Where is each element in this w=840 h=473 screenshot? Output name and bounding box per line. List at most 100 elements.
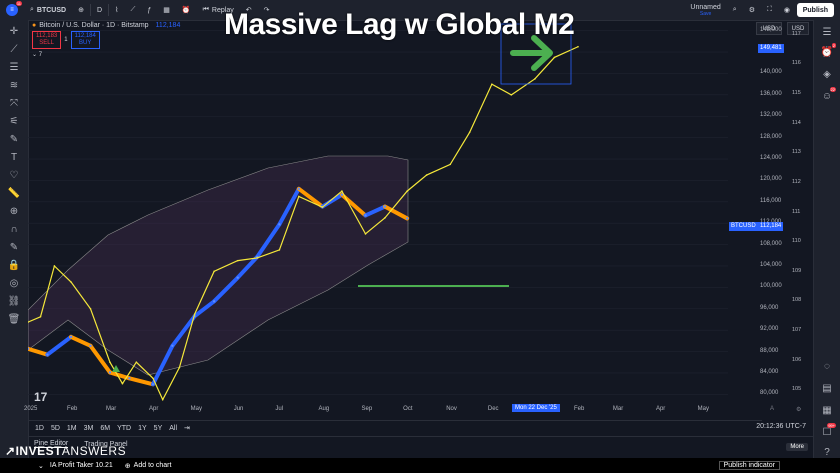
- templates-button[interactable]: ▦: [157, 0, 176, 20]
- time-tick-label: Jun: [233, 406, 244, 412]
- link-icon[interactable]: ⛓: [7, 295, 21, 307]
- indicator-dropdown-icon[interactable]: ⌄: [38, 462, 44, 470]
- price-tick-label: 132,000: [760, 112, 782, 119]
- grid-icon[interactable]: ▦: [822, 404, 832, 416]
- notifications-icon[interactable]: ☐ 99+: [822, 423, 836, 438]
- settings-gear-icon[interactable]: ⚙: [796, 407, 802, 413]
- date-range-icon[interactable]: ⇥: [184, 425, 190, 432]
- btc-price-point: [278, 249, 281, 251]
- alert-button[interactable]: ⏰: [176, 0, 197, 20]
- tab-trading-panel[interactable]: Trading Panel: [84, 440, 128, 448]
- price-tick-label: 128,000: [760, 133, 782, 140]
- eye-icon[interactable]: ◎: [9, 277, 19, 289]
- trash-icon[interactable]: 🗑: [7, 313, 21, 325]
- text-tool-icon[interactable]: T: [10, 151, 18, 163]
- price-tick-label: 148,000: [760, 26, 782, 33]
- indicators-button[interactable]: ƒ: [141, 0, 157, 20]
- trend-line-tool-icon[interactable]: ⟋: [10, 43, 18, 55]
- indicators-toggle[interactable]: ⌄ 7: [32, 51, 180, 58]
- clock-timezone[interactable]: 20:12:36 UTC-7: [756, 423, 806, 430]
- btc-price-point: [553, 56, 556, 59]
- menu-button[interactable]: ≡ 11: [0, 0, 24, 20]
- timeframe-6m[interactable]: 6M: [100, 424, 111, 432]
- horizontal-lines-tool-icon[interactable]: ☰: [9, 61, 19, 73]
- envelope-band: [28, 155, 409, 376]
- lock-drawing-icon[interactable]: ✎: [9, 241, 19, 253]
- timeframe-all[interactable]: All: [169, 424, 178, 432]
- ruler-icon[interactable]: 📏: [7, 187, 21, 199]
- replay-label: Replay: [211, 6, 234, 14]
- lock-icon[interactable]: 🔒: [7, 259, 21, 271]
- interval-button[interactable]: D: [91, 0, 108, 20]
- zoom-in-icon[interactable]: ⊕: [9, 205, 19, 217]
- more-button[interactable]: More: [786, 443, 808, 451]
- btc-price-point: [89, 307, 92, 310]
- candles-icon: ⌇: [115, 7, 119, 14]
- m2-tick-label: 115: [792, 90, 801, 97]
- divider: [89, 4, 91, 16]
- layout-selector[interactable]: Unnamed Save: [684, 0, 726, 20]
- m2-segment: [277, 186, 301, 227]
- m2-segment: [45, 334, 74, 357]
- pattern-tool-icon[interactable]: ⤧: [10, 97, 18, 109]
- help-icon[interactable]: ?: [824, 446, 830, 458]
- chat-icon[interactable]: ◌: [824, 360, 830, 372]
- sell-button[interactable]: 112,183 SELL: [32, 31, 62, 49]
- symbol-search-button[interactable]: ⌕ BTCUSD: [24, 0, 72, 20]
- time-tick-label: Nov: [446, 406, 457, 412]
- timeframe-1y[interactable]: 1Y: [138, 424, 147, 432]
- undo-button[interactable]: ↶: [240, 0, 258, 20]
- watchlist-icon[interactable]: ☰: [822, 26, 832, 38]
- timeframe-1d[interactable]: 1D: [35, 424, 44, 432]
- time-tick-label: Apr: [655, 406, 666, 412]
- m2-segment: [151, 343, 175, 387]
- timeframe-5y[interactable]: 5Y: [153, 424, 163, 432]
- currency-selector-left[interactable]: USD: [756, 22, 782, 35]
- timeframe-5d[interactable]: 5D: [50, 424, 60, 432]
- btc-price-point: [449, 163, 452, 166]
- timeframe-3m[interactable]: 3M: [83, 424, 94, 432]
- publish-button[interactable]: Publish: [796, 3, 834, 17]
- quick-search-button[interactable]: ⌕: [727, 0, 743, 20]
- currency-selector-right[interactable]: USD: [787, 22, 809, 35]
- pine-indicator-name[interactable]: IA Profit Taker 10.21: [49, 462, 113, 469]
- alerts-icon[interactable]: ⏰ 2: [820, 43, 836, 58]
- timeframe-ytd[interactable]: YTD: [117, 424, 132, 432]
- buy-button[interactable]: 112,184 BUY: [70, 31, 100, 49]
- search-icon: ⌕: [30, 6, 34, 13]
- line-style-button[interactable]: ⟋: [124, 0, 141, 20]
- crosshair-tool-icon[interactable]: ✛: [9, 25, 19, 37]
- heart-icon[interactable]: ♡: [9, 169, 19, 181]
- settings-button[interactable]: ⚙: [743, 0, 761, 20]
- ideas-icon[interactable]: ☺ 22: [821, 87, 836, 102]
- bar-style-button[interactable]: ⌇: [109, 0, 124, 20]
- btc-price-point: [109, 361, 111, 364]
- price-tick-label: 124,000: [760, 155, 782, 162]
- magnet-icon[interactable]: ∩: [10, 223, 18, 235]
- auto-scale-button[interactable]: A: [770, 406, 775, 412]
- fib-tool-icon[interactable]: ≋: [9, 79, 19, 91]
- layers-icon[interactable]: ◈: [823, 68, 831, 80]
- brand-part1: INVEST: [15, 444, 62, 458]
- snapshot-button[interactable]: ◉: [778, 0, 796, 20]
- tab-pine-editor[interactable]: Pine Editor: [34, 440, 69, 448]
- right-sidebar: ☰ ⏰ 2 ◈ ☺ 22 ◌ ▤ ▦ ☐ 99+ ?: [813, 20, 840, 460]
- btc-price-point: [161, 398, 164, 401]
- btc-price-point: [121, 382, 124, 385]
- compare-symbol-button[interactable]: ⊕: [72, 0, 90, 20]
- add-to-chart-button[interactable]: Add to chart: [133, 462, 172, 469]
- calendar-icon[interactable]: ▤: [822, 382, 832, 394]
- brush-tool-icon[interactable]: ✎: [9, 133, 19, 145]
- add-to-chart-icon[interactable]: ⊕: [124, 462, 131, 470]
- bottom-panel-tabs: Pine Editor Trading Panel: [28, 436, 814, 451]
- price-chart[interactable]: [28, 20, 755, 413]
- redo-button[interactable]: ↷: [258, 0, 276, 20]
- timeframe-1m[interactable]: 1M: [66, 424, 77, 432]
- time-tick-label: Feb: [67, 406, 78, 412]
- btc-price-point: [152, 377, 154, 380]
- fullscreen-button[interactable]: ⛶: [761, 0, 778, 20]
- projection-tool-icon[interactable]: ⚟: [9, 115, 19, 127]
- time-tick-label: Apr: [149, 406, 159, 412]
- replay-button[interactable]: ⏮ Replay: [197, 0, 240, 20]
- publish-indicator-button[interactable]: Publish indicator: [718, 461, 780, 470]
